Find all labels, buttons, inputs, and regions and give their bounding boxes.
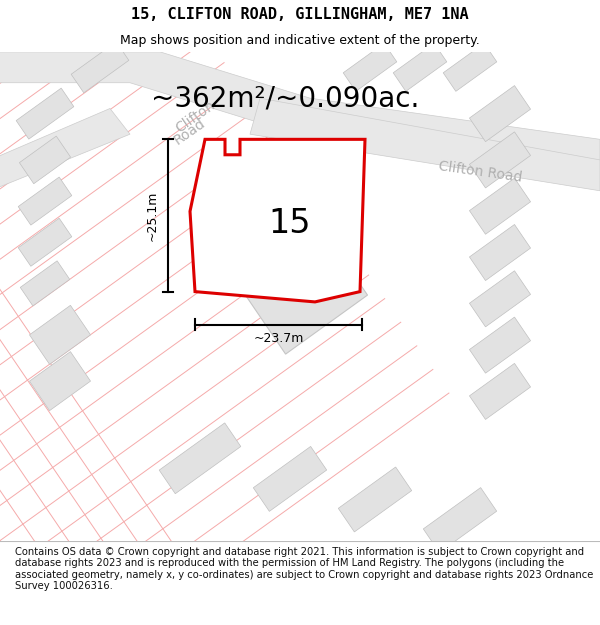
Text: ~25.1m: ~25.1m <box>146 190 158 241</box>
Text: Map shows position and indicative extent of the property.: Map shows position and indicative extent… <box>120 34 480 47</box>
Polygon shape <box>0 52 600 170</box>
Polygon shape <box>250 98 600 191</box>
Polygon shape <box>159 423 241 494</box>
Polygon shape <box>338 467 412 532</box>
Polygon shape <box>253 446 327 511</box>
Polygon shape <box>469 86 530 142</box>
Polygon shape <box>443 43 497 91</box>
Polygon shape <box>29 352 91 411</box>
Polygon shape <box>469 363 530 419</box>
Polygon shape <box>20 261 70 306</box>
Text: Road: Road <box>172 116 208 148</box>
Text: ~23.7m: ~23.7m <box>253 332 304 346</box>
Polygon shape <box>469 317 530 373</box>
Polygon shape <box>71 42 129 92</box>
Polygon shape <box>29 306 91 364</box>
Polygon shape <box>469 178 530 234</box>
Text: ~362m²/~0.090ac.: ~362m²/~0.090ac. <box>151 84 419 112</box>
Polygon shape <box>16 88 74 139</box>
Polygon shape <box>469 224 530 281</box>
Text: 15, CLIFTON ROAD, GILLINGHAM, ME7 1NA: 15, CLIFTON ROAD, GILLINGHAM, ME7 1NA <box>131 7 469 22</box>
Polygon shape <box>469 271 530 327</box>
Polygon shape <box>423 488 497 552</box>
Polygon shape <box>393 43 447 91</box>
Text: Contains OS data © Crown copyright and database right 2021. This information is : Contains OS data © Crown copyright and d… <box>15 546 593 591</box>
Polygon shape <box>343 43 397 91</box>
Text: Clifton: Clifton <box>173 98 217 136</box>
Text: 15: 15 <box>269 208 311 240</box>
Polygon shape <box>18 177 72 225</box>
Text: Clifton Road: Clifton Road <box>437 159 523 185</box>
Polygon shape <box>469 132 530 188</box>
Polygon shape <box>223 202 368 354</box>
Polygon shape <box>19 136 71 184</box>
Polygon shape <box>190 139 365 302</box>
Polygon shape <box>0 109 130 191</box>
Polygon shape <box>18 218 72 266</box>
